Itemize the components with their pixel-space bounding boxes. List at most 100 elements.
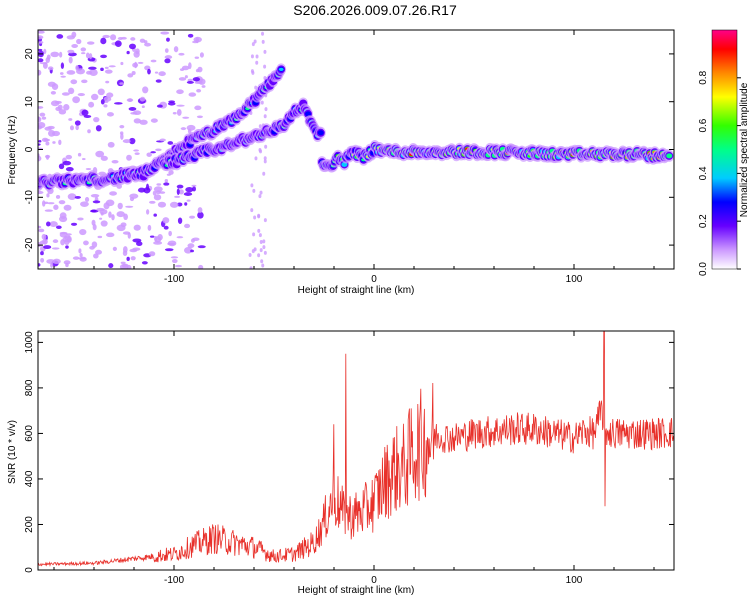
- spectrogram-speckle: [263, 49, 267, 54]
- spectrogram-speckle: [45, 141, 50, 146]
- spectrogram-speckle: [38, 228, 45, 233]
- spectrogram-speckle: [38, 30, 45, 34]
- spectrogram-speckle: [168, 170, 174, 175]
- spectrogram-speckle: [95, 125, 102, 132]
- spectrogram-speckle: [100, 155, 108, 161]
- spectrogram-speckle: [77, 152, 82, 157]
- spectrogram-speckle: [63, 204, 72, 211]
- spectrogram-speckle: [156, 183, 162, 186]
- spectrogram-speckle: [38, 41, 44, 44]
- spectrogram-speckle: [108, 263, 114, 269]
- spectrogram-speckle: [91, 241, 98, 248]
- snr-plot-area: [38, 331, 674, 567]
- spectrogram-speckle: [199, 52, 204, 58]
- spectrogram-speckle: [260, 100, 264, 105]
- spectrogram-speckle: [38, 58, 44, 63]
- spectrogram-speckle: [112, 246, 117, 251]
- spectrogram-xtick-label: 100: [566, 274, 583, 285]
- spectrogram-speckle: [150, 118, 158, 123]
- spectrogram-speckle: [186, 199, 191, 202]
- spectrogram-speckle: [176, 104, 185, 107]
- spectrogram-speckle: [75, 65, 79, 71]
- spectrogram-speckle: [146, 152, 152, 157]
- spectrogram-speckle: [150, 59, 157, 63]
- spectrogram-ylabel: Frequency (Hz): [7, 116, 18, 185]
- spectrogram-speckle: [80, 47, 87, 52]
- spectrogram-speckle: [163, 182, 170, 186]
- spectrogram-speckle: [126, 264, 132, 269]
- spectrogram-speckle: [191, 184, 197, 187]
- spectrogram-speckle: [201, 85, 206, 88]
- spectrogram-speckle: [262, 171, 266, 176]
- spectrogram-speckle: [107, 141, 115, 148]
- spectrogram-speckle: [188, 92, 197, 97]
- spectrogram-speckle: [50, 100, 60, 107]
- spectrogram-speckle: [116, 224, 126, 232]
- spectrogram-speckle: [71, 31, 77, 38]
- spectrogram-speckle: [59, 72, 64, 75]
- spectrogram-speckle: [50, 51, 60, 58]
- spectrogram-speckle: [59, 51, 63, 58]
- spectrogram-speckle: [40, 251, 44, 256]
- spectrogram-speckle: [164, 58, 171, 64]
- spectrogram-speckle: [184, 202, 188, 206]
- spectrogram-speckle: [74, 195, 81, 199]
- spectrogram-speckle: [38, 35, 44, 40]
- spectrogram-speckle: [132, 62, 139, 68]
- spectrogram-speckle: [155, 148, 162, 152]
- spectrogram-speckle: [51, 83, 59, 91]
- spectrogram-speckle: [162, 217, 170, 224]
- spectrogram-speckle: [173, 46, 179, 53]
- spectrogram-speckle: [126, 50, 130, 55]
- spectrogram-speckle: [147, 224, 152, 231]
- spectrogram-speckle: [88, 66, 97, 70]
- spectrogram-speckle: [55, 106, 61, 112]
- spectrogram-speckle: [100, 37, 107, 45]
- spectrogram-speckle: [253, 39, 257, 44]
- spectrogram-speckle: [176, 236, 184, 239]
- spectrogram-speckle: [133, 50, 140, 58]
- spectrogram-speckle: [133, 224, 141, 231]
- spectrogram-speckle: [187, 128, 192, 134]
- spectrogram-speckle: [78, 248, 82, 254]
- spectrogram-speckle: [250, 208, 254, 213]
- spectrogram-speckle: [257, 214, 261, 219]
- spectrogram-speckle: [74, 120, 81, 126]
- spectrogram-speckle: [93, 116, 100, 123]
- spectrogram-speckle: [65, 154, 73, 160]
- spectrogram-speckle: [187, 78, 193, 82]
- spectrogram-speckle: [122, 139, 131, 144]
- spectrogram-speckle: [248, 252, 252, 257]
- snr-xtick-label: 0: [371, 575, 377, 586]
- spectrogram-speckle: [167, 101, 176, 106]
- spectrogram-speckle: [39, 112, 46, 117]
- spectrogram-speckle: [62, 160, 72, 166]
- spectrogram-speckle: [178, 52, 185, 56]
- spectrogram-speckle: [261, 39, 265, 44]
- spectrogram-speckle: [41, 116, 47, 120]
- spectrogram-speckle: [255, 60, 259, 65]
- spectrogram-speckle: [196, 88, 202, 93]
- spectrogram-speckle: [120, 133, 124, 140]
- spectrogram-speckle: [194, 105, 202, 111]
- spectrogram-speckle: [197, 66, 203, 73]
- spectrogram-speckle: [58, 109, 67, 115]
- spectrogram-speckle: [40, 257, 45, 263]
- spectrogram-speckle: [97, 235, 103, 239]
- spectrogram-speckle: [106, 112, 114, 117]
- spectrogram-speckle: [63, 104, 70, 111]
- spectrogram-speckle: [63, 260, 71, 265]
- spectrogram-speckle: [168, 230, 172, 237]
- spectrogram-speckle: [43, 48, 47, 55]
- colorbar-tick-label: 0.0: [698, 262, 709, 276]
- spectrogram-speckle: [163, 225, 169, 230]
- spectrogram-speckle: [167, 141, 174, 145]
- spectrogram-speckle: [251, 42, 255, 47]
- spectrogram-speckle: [41, 200, 46, 207]
- spectrogram-speckle: [39, 62, 48, 65]
- spectrogram-speckle: [190, 249, 194, 253]
- spectrogram-speckle: [194, 81, 203, 85]
- spectrogram-speckle: [81, 52, 86, 55]
- spectrogram-speckle: [142, 86, 149, 94]
